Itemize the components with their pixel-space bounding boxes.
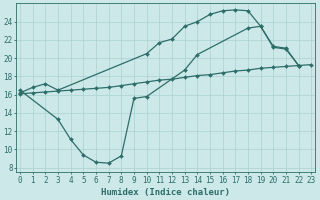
X-axis label: Humidex (Indice chaleur): Humidex (Indice chaleur) — [101, 188, 230, 197]
